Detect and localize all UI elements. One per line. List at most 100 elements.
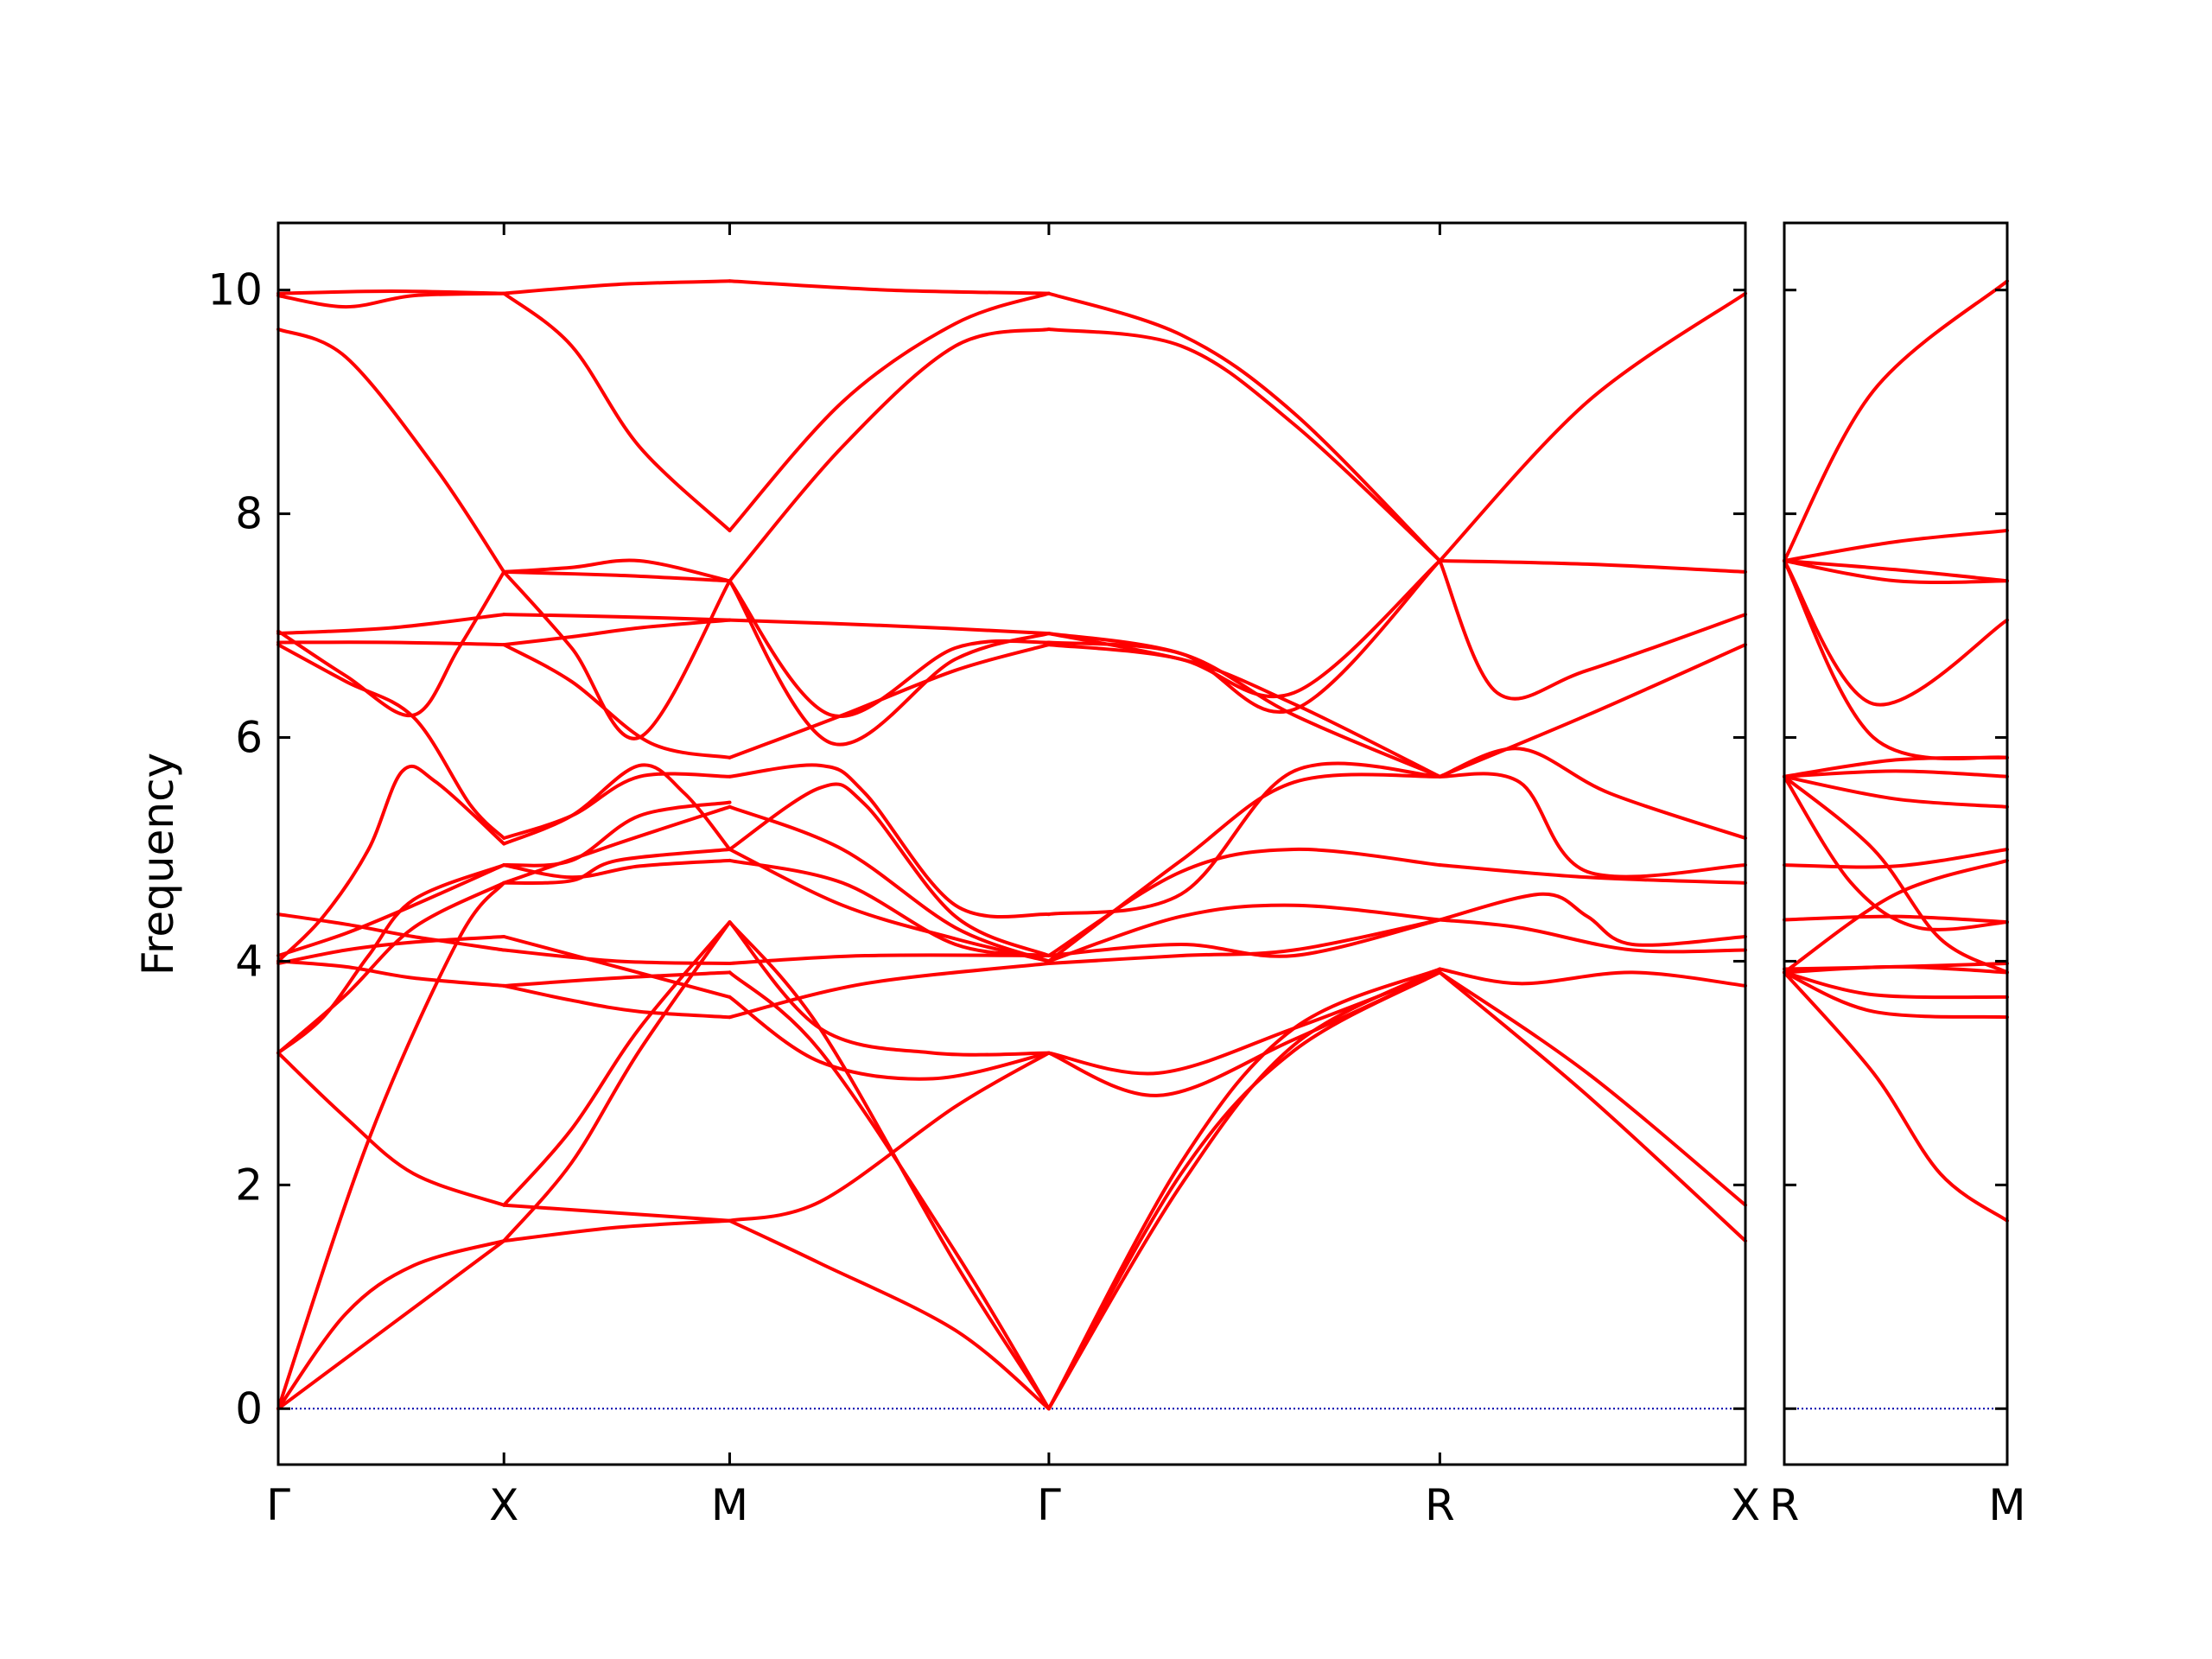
band-line	[1783, 559, 2009, 760]
band-line	[728, 1051, 1051, 1223]
band-line	[1438, 967, 1747, 988]
band-line	[1046, 291, 1442, 563]
band-line	[502, 800, 732, 868]
band-line	[276, 291, 506, 309]
band-line	[1046, 559, 1442, 699]
band-line	[502, 1203, 732, 1223]
band-line	[276, 863, 506, 957]
panel-main-bands	[276, 279, 1747, 1411]
band-line	[1046, 559, 1442, 714]
band-line	[1438, 918, 1747, 954]
band-line	[1783, 970, 2009, 1223]
band-line	[728, 279, 1051, 296]
band-line	[276, 912, 506, 952]
x-tick-label: R	[1770, 1480, 1800, 1530]
band-line	[1783, 962, 2009, 971]
x-tick-label: X	[489, 1480, 518, 1530]
x-tick-label: Γ	[1037, 1480, 1061, 1530]
band-line	[276, 935, 506, 965]
band-line	[1783, 774, 2009, 975]
band-line	[728, 579, 1051, 719]
band-line	[1438, 643, 1747, 779]
band-line	[728, 643, 1051, 760]
band-line	[728, 763, 1051, 919]
band-line	[276, 764, 506, 963]
band-line	[276, 959, 506, 988]
band-line	[502, 935, 732, 999]
band-line	[728, 858, 1051, 957]
x-tick-label: X	[1731, 1480, 1760, 1530]
band-line	[1046, 903, 1442, 963]
band-line	[502, 858, 732, 880]
band-line	[276, 1239, 506, 1411]
x-tick-label: R	[1425, 1480, 1455, 1530]
y-axis-label: Frequency	[133, 753, 183, 976]
band-line	[1783, 774, 2009, 809]
y-tick-label: 8	[235, 489, 263, 539]
band-line	[1438, 559, 1747, 701]
band-line	[502, 983, 732, 1020]
band-line	[502, 613, 732, 622]
band-line	[1046, 643, 1442, 779]
band-line	[502, 848, 732, 885]
band-line	[1438, 772, 1747, 879]
band-line	[728, 291, 1051, 532]
band-line	[502, 279, 732, 296]
band-line	[728, 327, 1051, 583]
band-line	[502, 643, 732, 760]
band-line	[1438, 892, 1747, 947]
band-line	[1783, 529, 2009, 563]
band-line	[728, 618, 1051, 636]
band-line	[728, 848, 1051, 963]
band-line	[1783, 970, 2009, 1000]
band-line	[1046, 772, 1442, 963]
band-line	[728, 995, 1051, 1081]
x-tick-label: M	[711, 1480, 748, 1530]
band-line	[728, 953, 1051, 965]
band-line	[502, 772, 732, 840]
band-line	[1783, 774, 2009, 931]
band-line	[1438, 291, 1747, 563]
band-line	[1046, 327, 1442, 563]
band-line	[1783, 914, 2009, 925]
band-line	[276, 613, 506, 636]
band-line	[276, 569, 506, 718]
band-line	[276, 1239, 506, 1411]
band-line	[1438, 970, 1747, 1207]
x-tick-label: Γ	[266, 1480, 290, 1530]
band-line	[1783, 559, 2009, 585]
band-line	[1783, 769, 2009, 779]
band-line	[1783, 848, 2009, 869]
band-line	[1783, 858, 2009, 975]
band-line	[1046, 640, 1442, 779]
band-line	[1783, 279, 2009, 563]
band-line	[276, 327, 506, 574]
y-tick-label: 0	[235, 1383, 263, 1433]
band-line	[1438, 747, 1747, 840]
band-line	[502, 970, 732, 988]
band-line	[1046, 918, 1442, 965]
y-tick-label: 10	[207, 265, 263, 315]
band-line	[1783, 559, 2009, 583]
axes-frame	[1783, 221, 2009, 1466]
band-line	[276, 880, 506, 1411]
band-line	[1046, 970, 1442, 1411]
band-line	[502, 558, 732, 583]
band-line	[276, 880, 506, 1055]
axes-frames	[276, 221, 2009, 1466]
band-line	[502, 1218, 732, 1243]
band-line	[1046, 967, 1442, 1411]
band-line	[1783, 559, 2009, 707]
band-line	[276, 863, 506, 1055]
band-line	[728, 782, 1051, 957]
band-line	[502, 291, 732, 532]
axes-frame	[276, 221, 1747, 1466]
band-line	[1438, 970, 1747, 1243]
band-line	[502, 920, 732, 1243]
y-tick-label: 6	[235, 713, 263, 763]
band-line	[502, 763, 732, 851]
band-line	[1438, 559, 1747, 574]
band-line	[728, 920, 1051, 1411]
